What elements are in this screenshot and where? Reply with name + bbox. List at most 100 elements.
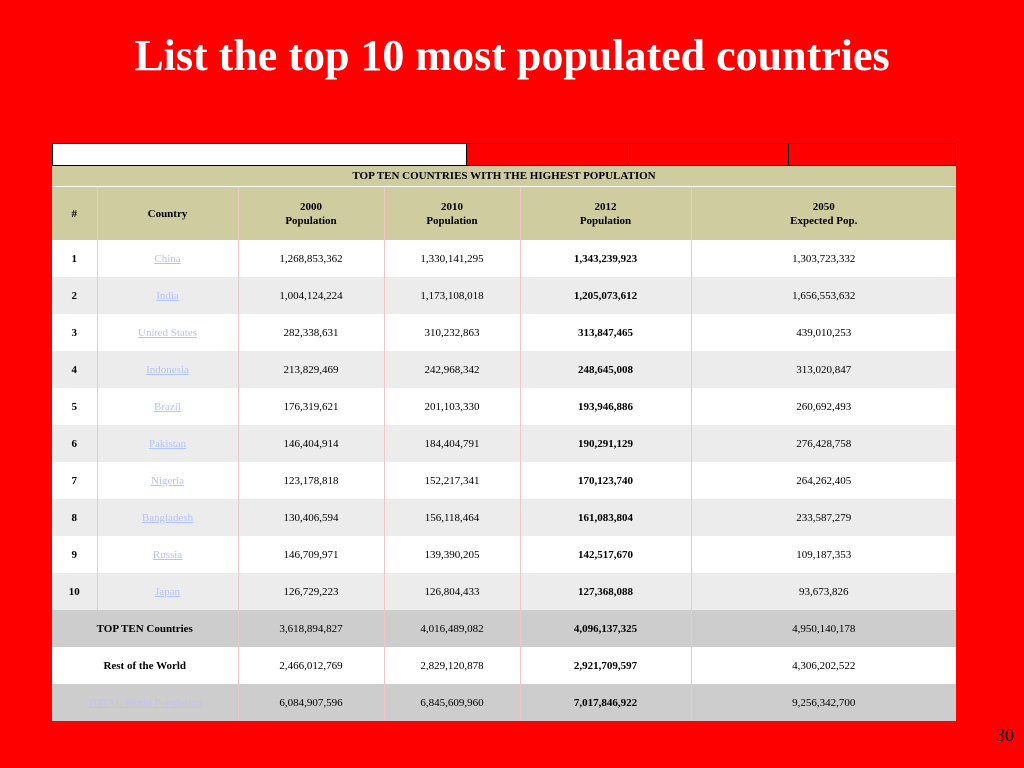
table-row: 9 Russia 146,709,971 139,390,205 142,517… <box>52 536 957 573</box>
country-link[interactable]: Brazil <box>154 400 181 413</box>
pop-2050-cell: 9,256,342,700 <box>691 684 957 721</box>
pop-2012-cell: 127,368,088 <box>520 573 692 610</box>
rank-cell: 10 <box>52 573 98 610</box>
country-cell: Indonesia <box>97 351 239 388</box>
pop-2012-cell: 7,017,846,922 <box>520 684 692 721</box>
pop-2000-cell: 146,404,914 <box>238 425 385 462</box>
header-2050-year: 2050 <box>812 200 835 213</box>
pop-2012-cell: 313,847,465 <box>520 314 692 351</box>
top-bar-cell <box>789 144 955 165</box>
table-row: 5 Brazil 176,319,621 201,103,330 193,946… <box>52 388 957 425</box>
header-2010: 2010 Population <box>384 186 521 240</box>
table-row: 8 Bangladesh 130,406,594 156,118,464 161… <box>52 499 957 536</box>
table-row: 7 Nigeria 123,178,818 152,217,341 170,12… <box>52 462 957 499</box>
summary-row-top-ten: TOP TEN Countries 3,618,894,827 4,016,48… <box>52 610 957 647</box>
country-cell: United States <box>97 314 239 351</box>
pop-2010-cell: 1,330,141,295 <box>384 240 521 277</box>
country-link[interactable]: China <box>154 252 181 265</box>
country-link[interactable]: Pakistan <box>148 437 187 450</box>
header-2000-label: Population <box>285 214 337 227</box>
pop-2000-cell: 3,618,894,827 <box>238 610 385 647</box>
pop-2010-cell: 4,016,489,082 <box>384 610 521 647</box>
pop-2012-cell: 142,517,670 <box>520 536 692 573</box>
pop-2000-cell: 1,004,124,224 <box>238 277 385 314</box>
header-country: Country <box>97 186 239 240</box>
country-cell: India <box>97 277 239 314</box>
pop-2050-cell: 93,673,826 <box>691 573 957 610</box>
summary-label: TOP TEN Countries <box>52 610 239 647</box>
country-link[interactable]: Bangladesh <box>141 511 194 524</box>
pop-2000-cell: 2,466,012,769 <box>238 647 385 684</box>
rank-cell: 2 <box>52 277 98 314</box>
pop-2050-cell: 264,262,405 <box>691 462 957 499</box>
top-bar-cell <box>628 144 789 165</box>
pop-2050-cell: 4,950,140,178 <box>691 610 957 647</box>
country-cell: Japan <box>97 573 239 610</box>
header-2010-label: Population <box>426 214 478 227</box>
pop-2000-cell: 6,084,907,596 <box>238 684 385 721</box>
pop-2000-cell: 146,709,971 <box>238 536 385 573</box>
header-2012-label: Population <box>579 214 632 227</box>
pop-2012-cell: 1,205,073,612 <box>520 277 692 314</box>
pop-2050-cell: 260,692,493 <box>691 388 957 425</box>
rank-cell: 4 <box>52 351 98 388</box>
rank-cell: 9 <box>52 536 98 573</box>
pop-2012-cell: 4,096,137,325 <box>520 610 692 647</box>
pop-2050-cell: 4,306,202,522 <box>691 647 957 684</box>
header-2012: 2012 Population <box>520 186 692 240</box>
header-2000: 2000 Population <box>238 186 385 240</box>
table-row: 6 Pakistan 146,404,914 184,404,791 190,2… <box>52 425 957 462</box>
header-2012-year: 2012 <box>594 200 617 213</box>
header-2010-year: 2010 <box>441 200 463 213</box>
pop-2012-cell: 161,083,804 <box>520 499 692 536</box>
pop-2010-cell: 152,217,341 <box>384 462 521 499</box>
top-bar-cell <box>467 144 628 165</box>
country-cell: Russia <box>97 536 239 573</box>
rank-cell: 8 <box>52 499 98 536</box>
country-cell: Pakistan <box>97 425 239 462</box>
rank-cell: 1 <box>52 240 98 277</box>
pop-2012-cell: 1,343,239,923 <box>520 240 692 277</box>
table-row: 10 Japan 126,729,223 126,804,433 127,368… <box>52 573 957 610</box>
pop-2010-cell: 139,390,205 <box>384 536 521 573</box>
pop-2050-cell: 1,303,723,332 <box>691 240 957 277</box>
pop-2010-cell: 1,173,108,018 <box>384 277 521 314</box>
pop-2050-cell: 276,428,758 <box>691 425 957 462</box>
summary-label-cell: TOTAL World Population <box>52 684 239 721</box>
summary-label: Rest of the World <box>52 647 239 684</box>
header-2050-label: Expected Pop. <box>790 214 858 227</box>
header-2000-year: 2000 <box>300 200 322 213</box>
table-row: 1 China 1,268,853,362 1,330,141,295 1,34… <box>52 240 957 277</box>
country-link[interactable]: Russia <box>152 548 183 561</box>
table-row: 3 United States 282,338,631 310,232,863 … <box>52 314 957 351</box>
top-bar-cell <box>53 144 467 165</box>
pop-2012-cell: 2,921,709,597 <box>520 647 692 684</box>
country-link[interactable]: Indonesia <box>146 363 189 376</box>
pop-2000-cell: 213,829,469 <box>238 351 385 388</box>
table-banner: TOP TEN COUNTRIES WITH THE HIGHEST POPUL… <box>52 166 957 187</box>
rank-cell: 5 <box>52 388 98 425</box>
pop-2050-cell: 233,587,279 <box>691 499 957 536</box>
rank-cell: 7 <box>52 462 98 499</box>
pop-2010-cell: 156,118,464 <box>384 499 521 536</box>
slide-title: List the top 10 most populated countries <box>134 31 890 80</box>
pop-2010-cell: 6,845,609,960 <box>384 684 521 721</box>
country-link[interactable]: Japan <box>154 585 181 598</box>
country-cell: Bangladesh <box>97 499 239 536</box>
pop-2010-cell: 184,404,791 <box>384 425 521 462</box>
pop-2000-cell: 126,729,223 <box>238 573 385 610</box>
country-link[interactable]: Nigeria <box>151 474 184 487</box>
page-number: 30 <box>996 725 1014 745</box>
pop-2010-cell: 242,968,342 <box>384 351 521 388</box>
country-link[interactable]: United States <box>138 326 197 339</box>
pop-2010-cell: 2,829,120,878 <box>384 647 521 684</box>
pop-2050-cell: 313,020,847 <box>691 351 957 388</box>
pop-2010-cell: 126,804,433 <box>384 573 521 610</box>
total-world-link[interactable]: TOTAL World Population <box>87 696 203 709</box>
summary-row-rest: Rest of the World 2,466,012,769 2,829,12… <box>52 647 957 684</box>
pop-2000-cell: 176,319,621 <box>238 388 385 425</box>
pop-2000-cell: 282,338,631 <box>238 314 385 351</box>
country-link[interactable]: India <box>156 289 179 302</box>
pop-2010-cell: 201,103,330 <box>384 388 521 425</box>
pop-2000-cell: 130,406,594 <box>238 499 385 536</box>
